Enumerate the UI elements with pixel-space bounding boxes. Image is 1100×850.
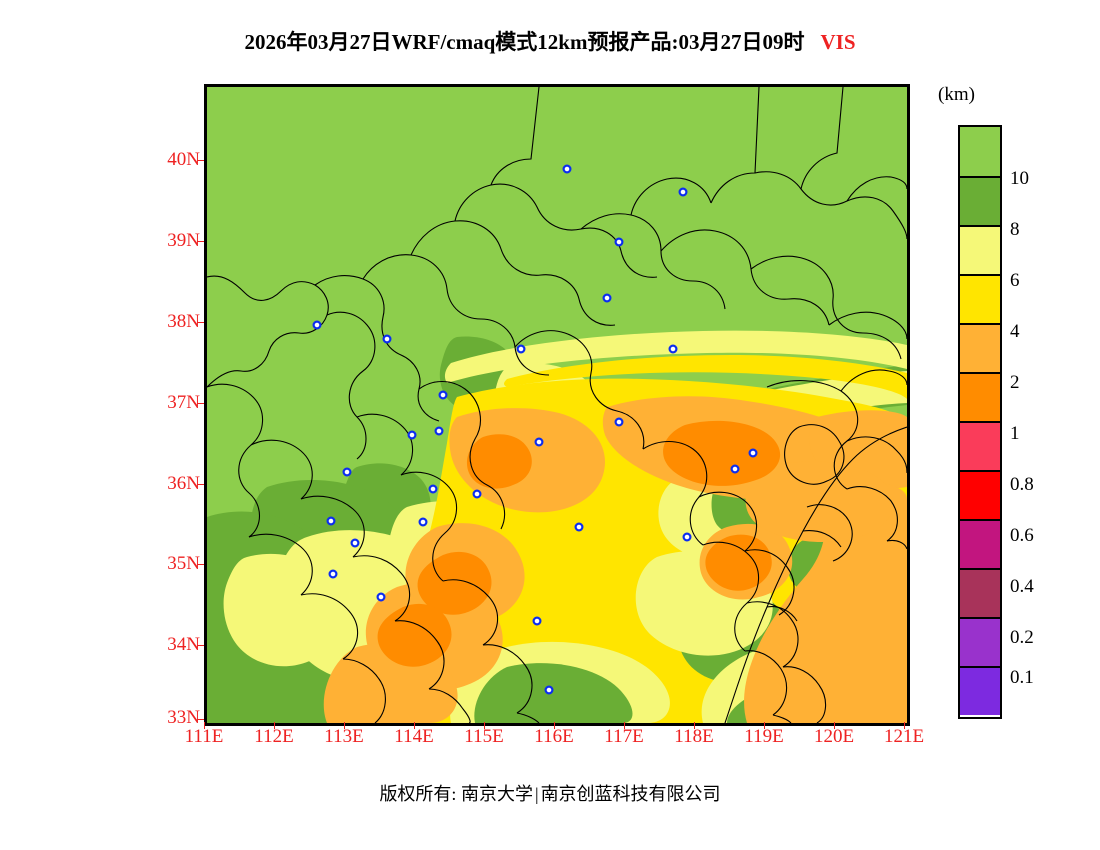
lon-tick-117e <box>624 722 625 729</box>
lat-label-37n: 37N <box>167 392 200 413</box>
cbar-tick-4: 4 <box>1010 321 1020 342</box>
cbar-band-01-02 <box>960 617 1000 666</box>
lon-label-114e: 114E <box>394 726 434 747</box>
lon-label-113e: 113E <box>324 726 364 747</box>
footer-company: 南京创蓝科技有限公司 <box>540 784 721 804</box>
lon-tick-113e <box>344 722 345 729</box>
lat-tick-40n <box>197 160 204 161</box>
lon-tick-118e <box>694 722 695 729</box>
lat-tick-33n <box>197 719 204 720</box>
cbar-tick-1: 1 <box>1010 423 1020 444</box>
visibility-contour-map <box>207 87 907 723</box>
lat-label-34n: 34N <box>167 634 200 655</box>
lat-tick-35n <box>197 564 204 565</box>
cbar-tick-6: 6 <box>1010 270 1020 291</box>
lat-tick-38n <box>197 322 204 323</box>
lat-label-33n: 33N <box>167 707 200 728</box>
province-boundaries <box>207 87 907 723</box>
lon-label-115e: 115E <box>464 726 504 747</box>
lon-tick-112e <box>274 722 275 729</box>
lat-tick-39n <box>197 241 204 242</box>
lon-label-117e: 117E <box>604 726 644 747</box>
footer-separator: | <box>534 784 539 804</box>
cbar-band-2-4 <box>960 323 1000 372</box>
cbar-tick-8: 8 <box>1010 219 1020 240</box>
lon-label-118e: 118E <box>674 726 714 747</box>
lon-label-111e: 111E <box>184 726 224 747</box>
title-text: 2026年03月27日WRF/cmaq模式12km预报产品:03月27日09时 <box>244 30 805 54</box>
station-markers <box>312 164 758 695</box>
cbar-band-06-08 <box>960 470 1000 519</box>
cbar-band-08-1 <box>960 421 1000 470</box>
lat-label-39n: 39N <box>167 230 200 251</box>
cbar-band-8-10 <box>960 176 1000 225</box>
footer-owner: 版权所有: 南京大学 <box>379 784 533 804</box>
colorbar[interactable] <box>958 125 1002 719</box>
lon-label-116e: 116E <box>534 726 574 747</box>
footer-copyright: 版权所有: 南京大学 | 南京创蓝科技有限公司 <box>0 780 1100 806</box>
lat-tick-34n <box>197 645 204 646</box>
map-plot-area[interactable] <box>204 84 910 726</box>
lon-tick-116e <box>554 722 555 729</box>
lon-tick-115e <box>484 722 485 729</box>
lat-label-40n: 40N <box>167 149 200 170</box>
page-title: 2026年03月27日WRF/cmaq模式12km预报产品:03月27日09时 V… <box>0 26 1100 56</box>
cbar-band-04-06 <box>960 519 1000 568</box>
lon-label-119e: 119E <box>744 726 784 747</box>
cbar-band-02-04 <box>960 568 1000 617</box>
cbar-tick-01: 0.1 <box>1010 667 1034 688</box>
lon-tick-114e <box>414 722 415 729</box>
cbar-tick-04: 0.4 <box>1010 576 1034 597</box>
lat-label-38n: 38N <box>167 311 200 332</box>
lon-tick-121e <box>904 722 905 729</box>
colorbar-unit-label: (km) <box>938 84 975 105</box>
cbar-tick-02: 0.2 <box>1010 627 1034 648</box>
lat-tick-36n <box>197 484 204 485</box>
title-variable: VIS <box>820 30 856 54</box>
cbar-tick-06: 0.6 <box>1010 525 1034 546</box>
cbar-band-gt10 <box>960 127 1000 176</box>
lat-label-36n: 36N <box>167 473 200 494</box>
lon-label-112e: 112E <box>254 726 294 747</box>
lon-tick-111e <box>204 722 205 729</box>
cbar-band-6-8 <box>960 225 1000 274</box>
lon-label-120e: 120E <box>813 726 855 747</box>
lat-tick-37n <box>197 403 204 404</box>
cbar-band-1-2 <box>960 372 1000 421</box>
lat-label-35n: 35N <box>167 553 200 574</box>
lon-tick-120e <box>834 722 835 729</box>
cbar-band-lt01 <box>960 666 1000 715</box>
cbar-tick-10: 10 <box>1010 168 1029 189</box>
lon-label-121e: 121E <box>883 726 925 747</box>
cbar-tick-2: 2 <box>1010 372 1020 393</box>
cbar-tick-08: 0.8 <box>1010 474 1034 495</box>
cbar-band-4-6 <box>960 274 1000 323</box>
lon-tick-119e <box>764 722 765 729</box>
